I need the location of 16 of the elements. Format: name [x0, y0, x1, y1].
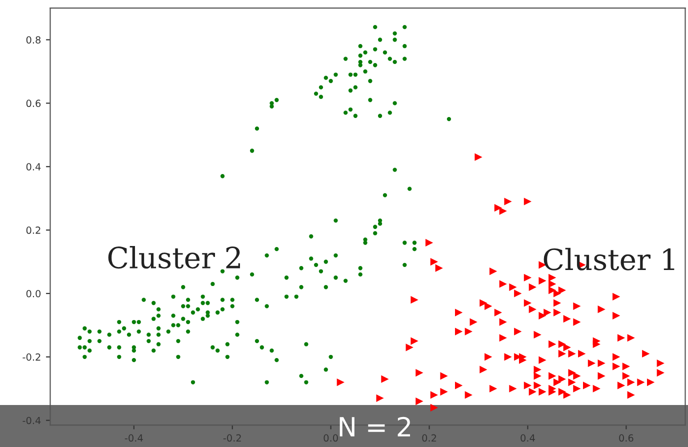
x-tick-label: 0.4: [520, 434, 535, 442]
y-tick-label: 0.2: [26, 226, 40, 234]
x-tick-label: 0.6: [619, 434, 634, 442]
y-tick-label: 0.6: [26, 100, 41, 108]
annotation: Cluster 2: [108, 246, 240, 269]
y-tick-label: 0.0: [26, 290, 41, 298]
x-tick-label: 0.0: [324, 434, 338, 442]
annotation: Cluster 1: [544, 248, 674, 270]
x-tick-label: -0.2: [223, 434, 241, 442]
annotation: N = 2: [340, 416, 410, 436]
x-tick-label: -0.4: [124, 434, 143, 442]
y-tick-label: -0.4: [22, 416, 41, 424]
y-tick-label: 0.8: [26, 36, 41, 44]
x-tick-label: 0.2: [422, 434, 436, 442]
y-tick-label: 0.4: [26, 163, 41, 170]
y-tick-label: -0.2: [22, 353, 40, 361]
